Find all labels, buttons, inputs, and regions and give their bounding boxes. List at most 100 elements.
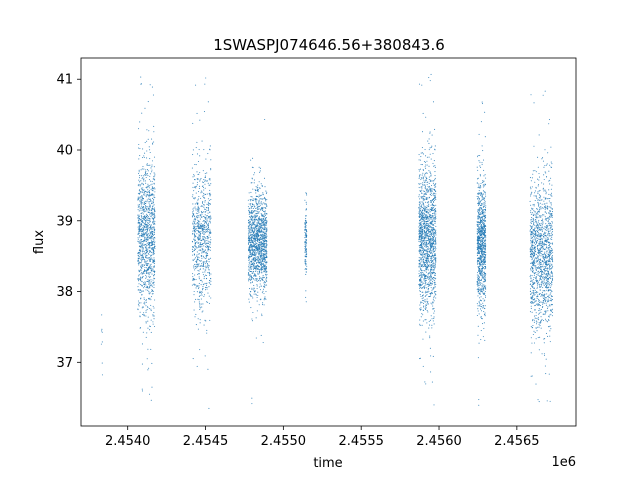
data-point <box>147 223 149 225</box>
data-point <box>261 261 263 263</box>
data-point <box>140 217 142 219</box>
data-point <box>139 205 141 207</box>
data-point <box>204 204 206 206</box>
data-point <box>209 195 211 197</box>
data-point <box>420 222 422 224</box>
data-point <box>250 268 252 270</box>
data-point <box>204 241 206 243</box>
data-point <box>433 296 435 298</box>
data-point <box>252 198 254 200</box>
data-point <box>262 206 264 208</box>
data-point <box>192 259 194 261</box>
data-point <box>426 294 428 296</box>
data-point <box>425 307 427 309</box>
data-point <box>264 246 266 248</box>
data-point <box>141 195 143 197</box>
data-point <box>137 260 139 262</box>
data-point <box>483 221 485 223</box>
data-point <box>432 320 434 322</box>
data-point <box>426 302 429 304</box>
data-point <box>206 332 208 334</box>
data-point <box>265 247 267 249</box>
data-point <box>249 270 251 273</box>
data-point <box>209 203 211 205</box>
data-point <box>432 238 434 240</box>
data-point <box>148 195 151 197</box>
data-point <box>151 183 153 185</box>
data-point <box>148 191 151 193</box>
data-point <box>420 316 422 318</box>
data-point <box>197 223 199 225</box>
data-point <box>425 176 427 178</box>
data-point <box>250 266 252 268</box>
data-point <box>434 195 436 197</box>
data-point <box>424 218 426 220</box>
data-point <box>262 228 264 230</box>
data-point <box>420 207 422 210</box>
data-point <box>304 199 306 201</box>
data-point <box>151 241 153 243</box>
data-point <box>423 220 425 223</box>
data-point <box>146 271 148 273</box>
data-point <box>202 261 204 263</box>
data-point <box>421 146 423 149</box>
data-point <box>141 285 143 287</box>
data-point <box>146 223 148 225</box>
data-point <box>264 298 266 300</box>
data-point <box>150 279 152 281</box>
data-point <box>204 172 206 175</box>
data-point <box>433 247 435 249</box>
data-point <box>196 241 198 243</box>
data-point <box>422 338 424 340</box>
data-point <box>420 277 422 279</box>
data-point <box>200 307 202 309</box>
data-point <box>250 277 252 279</box>
data-point <box>422 297 424 299</box>
data-point <box>431 231 433 233</box>
data-point <box>196 181 198 183</box>
data-point <box>425 242 428 244</box>
data-point <box>255 337 257 339</box>
data-point <box>137 300 139 302</box>
data-point <box>148 293 150 295</box>
data-point <box>253 287 255 289</box>
data-point <box>434 290 436 292</box>
data-point <box>252 215 254 217</box>
data-point <box>207 240 209 242</box>
data-point <box>257 222 259 224</box>
data-point <box>429 263 431 265</box>
data-point <box>421 164 423 166</box>
data-point <box>260 194 262 196</box>
data-point <box>259 227 261 229</box>
data-point <box>142 253 144 255</box>
data-point <box>199 244 201 246</box>
data-point <box>248 192 250 194</box>
data-point <box>203 250 205 252</box>
data-point <box>257 271 259 273</box>
data-point <box>151 181 153 183</box>
data-point <box>428 149 430 151</box>
data-point <box>148 211 150 214</box>
data-point <box>432 239 434 241</box>
data-point <box>138 269 140 271</box>
data-point <box>427 185 429 188</box>
data-point <box>248 219 250 222</box>
data-point <box>101 374 104 376</box>
data-point <box>434 259 436 261</box>
data-point <box>261 198 263 200</box>
data-point <box>435 217 437 220</box>
data-point <box>207 238 209 240</box>
data-point <box>140 262 142 264</box>
data-point <box>193 179 196 181</box>
data-point <box>259 187 261 189</box>
data-point <box>210 280 212 282</box>
data-point <box>426 245 428 247</box>
data-point <box>251 240 253 242</box>
data-point <box>151 238 153 240</box>
data-point <box>264 233 266 235</box>
data-point <box>419 246 421 248</box>
data-point <box>305 245 307 247</box>
data-point <box>254 265 256 267</box>
data-point <box>428 258 430 260</box>
data-point <box>204 201 206 203</box>
